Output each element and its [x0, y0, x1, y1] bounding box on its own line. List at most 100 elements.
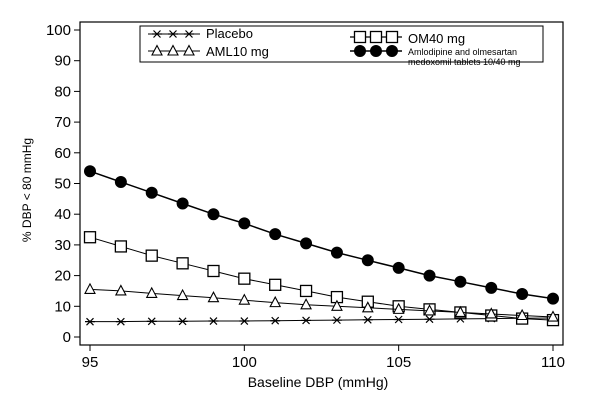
data-point	[115, 317, 126, 326]
data-point	[424, 315, 435, 324]
legend-marker	[386, 45, 398, 57]
data-point	[270, 316, 281, 325]
legend-marker	[354, 45, 366, 57]
data-point	[393, 315, 404, 324]
data-point	[362, 315, 373, 324]
data-point	[301, 316, 312, 325]
data-point	[485, 307, 498, 319]
series-line	[89, 170, 554, 300]
data-point	[269, 295, 282, 308]
y-tick-label: 80	[54, 83, 71, 100]
series-line	[89, 236, 554, 321]
data-point	[114, 175, 127, 188]
legend-marker	[184, 30, 194, 38]
data-point	[145, 186, 158, 199]
legend-symbol-open-square	[350, 30, 402, 44]
legend-marker	[167, 44, 179, 56]
data-point	[423, 269, 436, 282]
x-tick-label: 100	[232, 354, 257, 371]
series-2	[84, 282, 559, 322]
data-point	[392, 261, 405, 274]
legend-marker	[369, 30, 383, 44]
legend: Placebo OM40 mg AML10 mg Amlodipine and …	[139, 25, 544, 67]
legend-marker	[370, 45, 382, 57]
data-point	[269, 228, 282, 241]
data-point	[392, 302, 405, 314]
data-point	[299, 284, 313, 298]
y-tick-label: 30	[54, 237, 71, 254]
legend-symbol-filled-circle	[350, 45, 402, 57]
data-point	[84, 165, 96, 178]
data-point	[516, 288, 529, 301]
series-layer	[83, 165, 560, 327]
legend-frame	[139, 25, 544, 63]
data-point	[300, 298, 312, 310]
series-3	[84, 165, 559, 305]
legend-marker	[168, 30, 178, 38]
data-point	[300, 237, 313, 250]
data-point	[330, 246, 343, 259]
x-tick-label: 95	[82, 354, 99, 371]
y-tick-label: 10	[54, 298, 71, 315]
y-axis-ticks: 0 10 20 30 40 50 60 70 80 90 100	[46, 22, 80, 346]
legend-marker	[385, 30, 399, 44]
legend-marker	[152, 30, 162, 38]
data-point	[207, 264, 220, 278]
data-point	[516, 308, 529, 321]
data-point	[208, 317, 219, 325]
legend-label-placebo: Placebo	[206, 26, 253, 41]
data-point	[239, 317, 250, 325]
x-axis-ticks: 95 100 105 110	[82, 345, 565, 371]
legend-symbol-open-triangle	[148, 44, 200, 56]
data-point	[238, 293, 251, 305]
y-tick-label: 70	[54, 114, 71, 131]
data-point	[84, 282, 96, 294]
legend-symbols	[148, 30, 402, 57]
data-point	[114, 240, 128, 253]
legend-marker	[151, 44, 163, 56]
x-tick-label: 110	[541, 354, 565, 371]
legend-label-combo-line1: Amlodipine and olmesartan	[408, 47, 517, 57]
data-point	[207, 291, 220, 303]
legend-marker	[183, 44, 195, 56]
data-point	[238, 217, 251, 230]
data-point	[176, 288, 189, 301]
data-point	[85, 317, 95, 326]
y-tick-label: 60	[54, 145, 71, 162]
data-point	[454, 305, 467, 317]
data-point	[114, 284, 127, 296]
legend-label-om40: OM40 mg	[408, 31, 465, 46]
data-point	[176, 257, 189, 270]
y-tick-label: 20	[54, 268, 71, 285]
data-point	[485, 281, 498, 294]
series-line	[90, 317, 554, 323]
series-1	[83, 231, 560, 327]
x-axis-title: Baseline DBP (mmHg)	[248, 374, 389, 390]
y-tick-label: 100	[46, 22, 71, 39]
data-point	[361, 254, 374, 267]
data-point	[361, 301, 374, 313]
data-point	[145, 286, 158, 298]
data-point	[145, 249, 158, 262]
data-point	[547, 310, 559, 322]
legend-symbol-star	[148, 30, 200, 38]
data-point	[83, 231, 97, 244]
data-point	[454, 275, 467, 288]
y-tick-label: 40	[54, 206, 71, 223]
y-tick-label: 0	[63, 329, 71, 346]
data-point	[176, 197, 189, 210]
data-point	[547, 292, 559, 305]
data-point	[331, 316, 342, 325]
data-point	[207, 208, 220, 221]
legend-label-combo-line2: medoxomil tablets 10/40 mg	[408, 57, 521, 67]
data-point	[238, 272, 251, 285]
data-point	[177, 317, 188, 326]
data-point	[331, 299, 343, 311]
legend-marker	[353, 30, 367, 44]
x-tick-label: 105	[386, 354, 411, 371]
series-line	[89, 288, 554, 318]
y-tick-label: 90	[54, 53, 71, 70]
data-point	[146, 317, 157, 326]
y-tick-label: 50	[54, 176, 71, 193]
data-point	[269, 278, 282, 291]
